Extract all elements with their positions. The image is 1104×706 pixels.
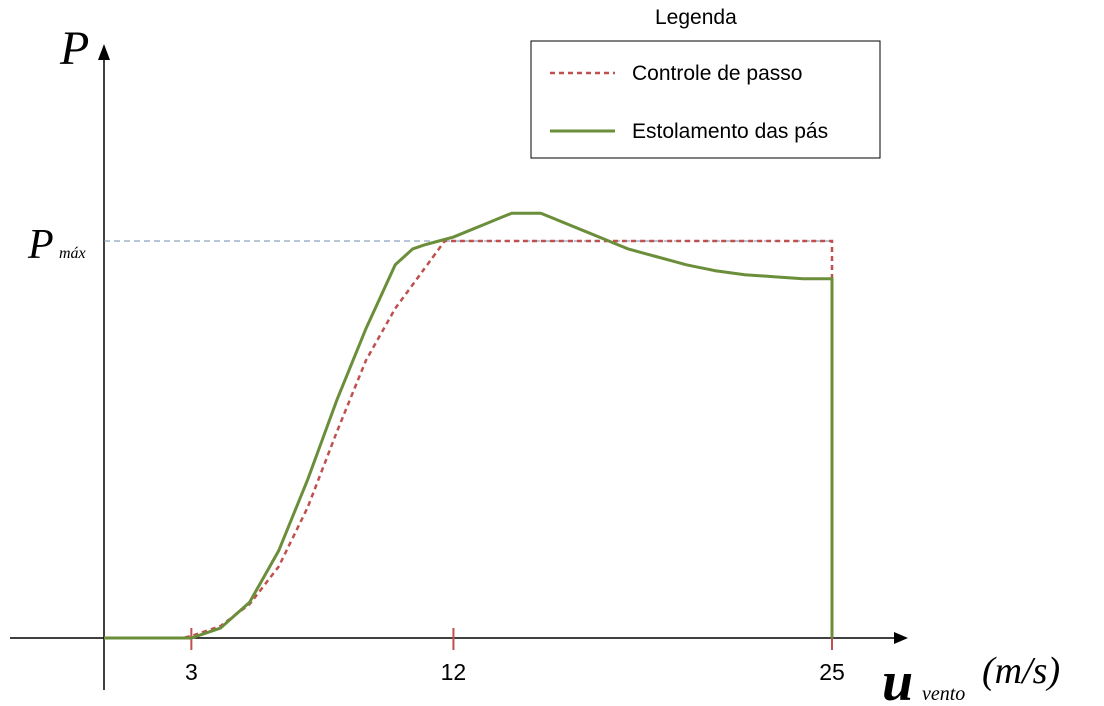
y-axis-label: P [59,22,89,75]
legend: Legenda Controle de passo Estolamento da… [530,6,881,159]
x-axis-subscript: vento [922,683,965,705]
x-axis-label: u [882,651,913,706]
y-axis-arrow [98,44,110,60]
pmax-subscript: máx [59,245,86,262]
legend-box [530,40,881,159]
legend-label-controle-de-passo: Controle de passo [632,62,802,85]
x-tick-label-3: 3 [185,659,198,685]
pmax-label: P [27,222,54,268]
x-tick-label-12: 12 [441,659,467,685]
x-axis-arrow [894,632,908,644]
series-controle-de-passo [104,239,834,640]
series-estolamento-das-pas [104,211,834,640]
x-axis-unit: (m/s) [982,650,1060,692]
x-tick-label-25: 25 [819,659,845,685]
legend-title: Legenda [655,6,737,29]
legend-label-estolamento-das-pas: Estolamento das pás [632,120,828,143]
x-ticks: 3 12 25 [185,628,845,685]
